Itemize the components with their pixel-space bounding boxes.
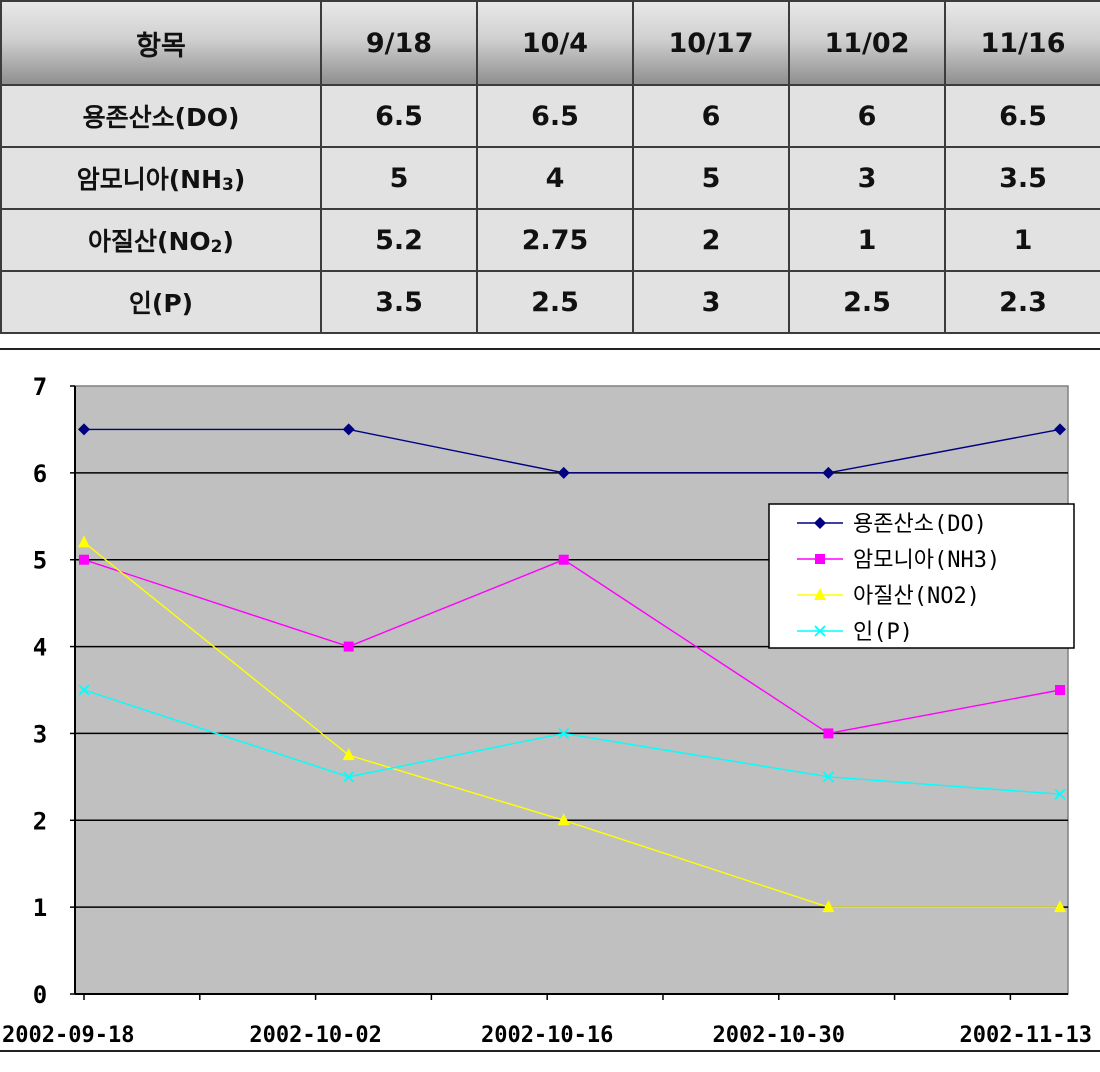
data-point: [558, 554, 569, 565]
header-date: 11/16: [944, 0, 1100, 86]
row-label-nh3: 암모니아(NH3): [0, 146, 322, 210]
legend-marker: [815, 554, 825, 564]
data-point: [1054, 423, 1066, 436]
y-tick-label: 5: [33, 547, 47, 575]
table-header-row: 항목 9/18 10/4 10/17 11/02 11/16: [0, 0, 1100, 86]
x-tick-label: 2002-10-02: [249, 1023, 381, 1048]
line-chart: 0 1 2 3 4 5 6 7 2002-09-18 2002-10-02 2002-10-16 20…: [2, 373, 1092, 1048]
table-cell: 2.75: [476, 208, 634, 272]
legend-label: 암모니아(NH3): [853, 548, 1000, 573]
data-point: [822, 771, 835, 783]
table-cell: 6.5: [944, 84, 1100, 148]
table-row: 아질산(NO2) 5.2 2.75 2 1 1: [0, 208, 1100, 272]
data-point: [342, 748, 355, 761]
row-label-no2: 아질산(NO2): [0, 208, 322, 272]
legend-label: 인(P): [853, 620, 913, 645]
row-label-subscript: 2: [210, 237, 223, 257]
legend-marker: [814, 625, 826, 637]
row-label-tail: ): [222, 227, 234, 256]
data-point: [343, 771, 355, 783]
table-cell: 6: [632, 84, 790, 148]
header-date: 10/17: [632, 0, 790, 86]
data-point: [79, 554, 89, 565]
data-table: 항목 9/18 10/4 10/17 11/02 11/16 용존산소(DO) …: [0, 0, 1100, 334]
row-label-text: 인(P): [128, 289, 194, 318]
row-label-text: 용존산소(DO): [82, 103, 240, 132]
y-tick-label: 7: [33, 373, 47, 401]
header-date: 10/4: [476, 0, 634, 86]
table-cell: 3.5: [944, 146, 1100, 210]
table-cell: 2.3: [944, 270, 1100, 334]
table-cell: 4: [476, 146, 634, 210]
data-point: [557, 466, 570, 479]
x-tick-label: 2002-09-18: [2, 1023, 134, 1048]
legend-label: 아질산(NO2): [853, 584, 980, 609]
data-point: [1054, 788, 1066, 800]
chart-top-divider: [0, 348, 1100, 350]
table-cell: 6: [788, 84, 946, 148]
table-row: 암모니아(NH3) 5 4 5 3 3.5: [0, 146, 1100, 210]
chart-bottom-divider: [0, 1050, 1100, 1052]
table-row: 용존산소(DO) 6.5 6.5 6 6 6.5: [0, 84, 1100, 148]
header-item: 항목: [0, 0, 322, 86]
data-point: [78, 684, 90, 696]
table-cell: 5.2: [320, 208, 478, 272]
table-cell: 2.5: [476, 270, 634, 334]
row-label-subscript: 3: [222, 175, 234, 195]
y-tick-label: 4: [33, 634, 47, 662]
data-point: [823, 728, 834, 739]
table-cell: 3.5: [320, 270, 478, 334]
row-label-text: 암모니아(NH: [76, 165, 222, 194]
table-cell: 5: [632, 146, 790, 210]
table-cell: 2: [632, 208, 790, 272]
table-cell: 2.5: [788, 270, 946, 334]
row-label-tail: ): [233, 165, 246, 194]
data-point: [1055, 685, 1065, 695]
legend-label: 용존산소(DO): [853, 512, 987, 537]
row-label-do: 용존산소(DO): [0, 84, 322, 148]
x-tick-label: 2002-10-30: [713, 1023, 845, 1048]
y-tick-label: 0: [33, 981, 47, 1009]
table-cell: 3: [788, 146, 946, 210]
table-cell: 1: [788, 208, 946, 272]
data-point: [557, 813, 570, 826]
data-point: [558, 727, 570, 740]
y-tick-label: 6: [33, 460, 47, 488]
plot-area: [74, 385, 1069, 995]
row-label-p: 인(P): [0, 270, 322, 334]
header-date: 11/02: [788, 0, 946, 86]
x-tick-label: 2002-11-13: [960, 1023, 1092, 1048]
data-point: [822, 466, 835, 479]
table-cell: 1: [944, 208, 1100, 272]
y-tick-label: 2: [33, 807, 47, 835]
legend-marker: [814, 588, 826, 600]
table-cell: 5: [320, 146, 478, 210]
data-point: [78, 423, 90, 436]
data-point: [822, 900, 835, 913]
legend-marker: [814, 517, 826, 529]
table-row: 인(P) 3.5 2.5 3 2.5 2.3: [0, 270, 1100, 334]
table-cell: 6.5: [476, 84, 634, 148]
y-tick-label: 3: [33, 720, 47, 748]
data-point: [78, 535, 90, 548]
data-point: [1054, 900, 1066, 913]
x-tick-label: 2002-10-16: [481, 1023, 613, 1048]
data-point: [343, 641, 354, 652]
table-cell: 6.5: [320, 84, 478, 148]
header-date: 9/18: [320, 0, 478, 86]
y-tick-label: 1: [33, 894, 47, 922]
row-label-text: 아질산(NO: [88, 227, 211, 256]
table-cell: 3: [632, 270, 790, 334]
data-point: [342, 423, 355, 436]
